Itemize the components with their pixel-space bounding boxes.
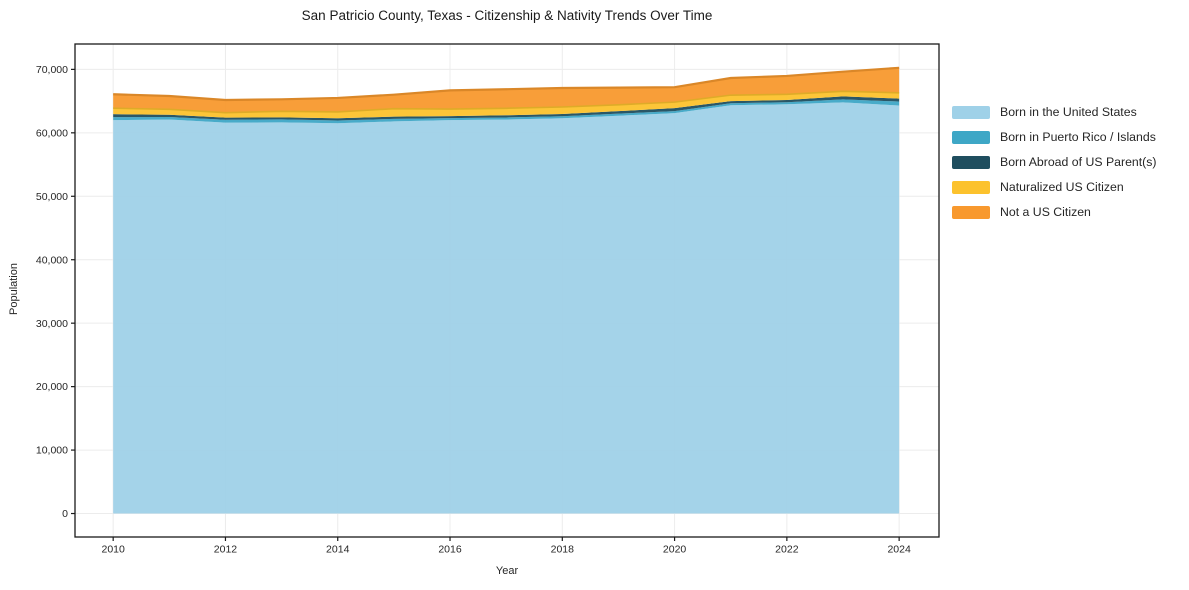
y-tick-label: 60,000 bbox=[36, 127, 68, 139]
y-tick-label: 20,000 bbox=[36, 381, 68, 393]
x-tick-label: 2010 bbox=[101, 544, 125, 556]
y-axis-label: Population bbox=[8, 263, 20, 315]
x-tick-label: 2020 bbox=[663, 544, 687, 556]
legend-item-born-in-puerto-rico-islands: Born in Puerto Rico / Islands bbox=[952, 125, 1157, 150]
legend: Born in the United States Born in Puerto … bbox=[952, 100, 1157, 225]
legend-swatch-born-abroad-of-us-parent-s bbox=[952, 156, 990, 169]
legend-label: Naturalized US Citizen bbox=[1000, 180, 1124, 194]
x-axis-label: Year bbox=[495, 565, 519, 577]
legend-label: Not a US Citizen bbox=[1000, 205, 1091, 219]
legend-label: Born in the United States bbox=[1000, 105, 1137, 119]
x-tick-label: 2018 bbox=[551, 544, 575, 556]
x-tick-label: 2012 bbox=[214, 544, 238, 556]
y-tick-label: 10,000 bbox=[36, 445, 68, 457]
x-tick-label: 2022 bbox=[775, 544, 799, 556]
plot-border bbox=[74, 43, 940, 538]
y-tick-label: 0 bbox=[62, 508, 68, 520]
legend-item-born-in-the-united-states: Born in the United States bbox=[952, 100, 1157, 125]
y-tick-label: 50,000 bbox=[36, 191, 68, 203]
legend-swatch-not-a-us-citizen bbox=[952, 206, 990, 219]
chart-title: San Patricio County, Texas - Citizenship… bbox=[301, 8, 713, 23]
legend-label: Born Abroad of US Parent(s) bbox=[1000, 155, 1157, 169]
legend-swatch-born-in-puerto-rico-islands bbox=[952, 131, 990, 144]
area-edge-not-a-us-citizen bbox=[113, 66, 900, 102]
area-band-born-in-puerto-rico-islands bbox=[113, 99, 900, 124]
area-band-born-abroad-of-us-parent-s bbox=[113, 96, 900, 121]
legend-label: Born in Puerto Rico / Islands bbox=[1000, 130, 1156, 144]
area-band-born-in-the-united-states bbox=[113, 102, 900, 514]
x-tick-label: 2024 bbox=[887, 544, 911, 556]
legend-item-naturalized-us-citizen: Naturalized US Citizen bbox=[952, 175, 1157, 200]
x-tick-label: 2014 bbox=[326, 544, 350, 556]
legend-swatch-naturalized-us-citizen bbox=[952, 181, 990, 194]
legend-item-not-a-us-citizen: Not a US Citizen bbox=[952, 200, 1157, 225]
area-band-naturalized-us-citizen bbox=[113, 91, 900, 119]
x-tick-label: 2016 bbox=[438, 544, 462, 556]
legend-item-born-abroad-of-us-parent-s: Born Abroad of US Parent(s) bbox=[952, 150, 1157, 175]
y-tick-label: 40,000 bbox=[36, 254, 68, 266]
legend-swatch-born-in-the-united-states bbox=[952, 106, 990, 119]
area-edge-naturalized-us-citizen bbox=[113, 90, 900, 114]
y-tick-label: 70,000 bbox=[36, 64, 68, 76]
y-tick-label: 30,000 bbox=[36, 318, 68, 330]
